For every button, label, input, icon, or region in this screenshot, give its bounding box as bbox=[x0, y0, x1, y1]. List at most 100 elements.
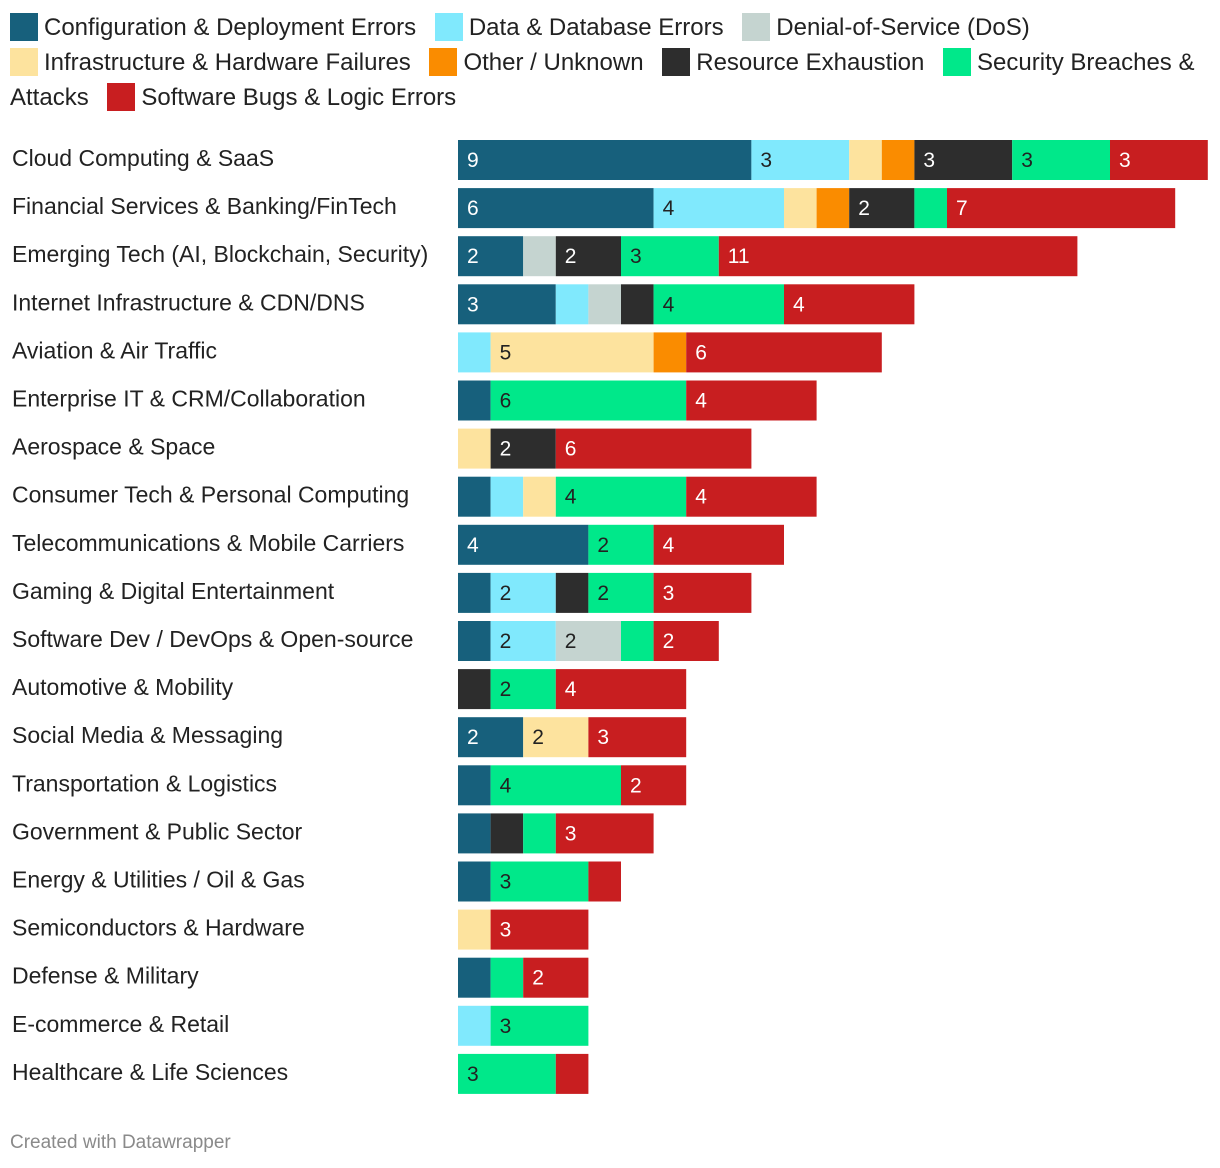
value-label: 3 bbox=[923, 149, 935, 172]
legend-item-denial-of-service-dos: Denial-of-Service (DoS) bbox=[742, 13, 1030, 41]
bar-segment-infrastructure-hardware-failures bbox=[784, 188, 817, 229]
bar-row-defense-military: Defense & Military 2 bbox=[12, 957, 589, 998]
bar-segment-infrastructure-hardware-failures bbox=[523, 476, 556, 517]
bar-segment-resource-exhaustion bbox=[621, 284, 654, 325]
bar-segment-software-bugs-logic-errors bbox=[555, 428, 752, 469]
bar-segment-software-bugs-logic-errors bbox=[686, 380, 817, 421]
value-label: 6 bbox=[695, 341, 707, 364]
legend-label: Resource Exhaustion bbox=[696, 49, 925, 76]
bar-segment-resource-exhaustion bbox=[490, 813, 524, 854]
category-label: Financial Services & Banking/FinTech bbox=[12, 193, 397, 219]
category-label: Internet Infrastructure & CDN/DNS bbox=[12, 289, 365, 315]
bar-segment-software-bugs-logic-errors bbox=[653, 572, 752, 613]
category-label: Software Dev / DevOps & Open-source bbox=[12, 626, 413, 652]
bar-row-automotive-mobility: Automotive & Mobility 2 4 bbox=[12, 669, 687, 710]
value-label: 2 bbox=[467, 245, 479, 268]
category-label: Semiconductors & Hardware bbox=[12, 915, 305, 941]
bar-row-aviation-air-traffic: Aviation & Air Traffic 5 6 bbox=[12, 332, 882, 373]
bar-row-telecommunications-mobile-carriers: Telecommunications & Mobile Carriers 4 2 4 bbox=[12, 524, 784, 565]
value-label: 3 bbox=[1119, 149, 1131, 172]
bar-segment-data-database-errors bbox=[490, 572, 556, 613]
bar-segment-resource-exhaustion bbox=[849, 188, 915, 229]
value-label: 4 bbox=[663, 197, 675, 220]
bar-segment-denial-of-service-dos bbox=[588, 284, 621, 325]
value-label: 2 bbox=[597, 582, 609, 605]
bar-segment-resource-exhaustion bbox=[490, 428, 556, 469]
legend-swatch bbox=[742, 13, 771, 41]
value-label: 2 bbox=[467, 726, 479, 749]
bar-segment-configuration-deployment-errors bbox=[458, 572, 491, 613]
bar-segment-security-breaches-attacks bbox=[490, 957, 524, 998]
bar-segment-resource-exhaustion bbox=[458, 669, 491, 710]
bar-segment-software-bugs-logic-errors bbox=[1110, 140, 1208, 180]
bar-segment-other-unknown bbox=[653, 332, 687, 373]
category-label: Aerospace & Space bbox=[12, 434, 215, 460]
footer-credit: Created with Datawrapper bbox=[10, 1132, 231, 1153]
legend-label: Denial-of-Service (DoS) bbox=[776, 14, 1030, 41]
category-label: Energy & Utilities / Oil & Gas bbox=[12, 867, 305, 893]
bar-segment-software-bugs-logic-errors bbox=[621, 765, 687, 806]
category-label: Automotive & Mobility bbox=[12, 674, 234, 700]
bar-row-energy-utilities-oil-gas: Energy & Utilities / Oil & Gas 3 bbox=[12, 861, 621, 902]
value-label: 4 bbox=[695, 486, 707, 509]
value-label: 4 bbox=[565, 678, 577, 701]
bar-segment-infrastructure-hardware-failures bbox=[849, 140, 882, 180]
legend-label: Data & Database Errors bbox=[468, 14, 724, 41]
legend-swatch bbox=[434, 13, 463, 41]
bar-segment-software-bugs-logic-errors bbox=[555, 669, 687, 710]
value-label: 2 bbox=[532, 967, 544, 990]
category-label: Consumer Tech & Personal Computing bbox=[12, 482, 409, 508]
value-label: 11 bbox=[728, 245, 750, 268]
bar-segment-software-bugs-logic-errors bbox=[718, 236, 1078, 277]
legend-item-other-unknown: Other / Unknown bbox=[429, 48, 644, 76]
legend-item-software-bugs-logic-errors: Software Bugs & Logic Errors bbox=[107, 83, 456, 111]
bar-row-emerging-tech-ai-blockchain-security: Emerging Tech (AI, Blockchain, Security)… bbox=[12, 236, 1078, 277]
legend-swatch bbox=[943, 48, 972, 76]
category-label: Transportation & Logistics bbox=[12, 770, 277, 796]
bar-segment-software-bugs-logic-errors bbox=[947, 188, 1176, 229]
value-label: 2 bbox=[565, 630, 577, 653]
bar-segment-security-breaches-attacks bbox=[523, 813, 556, 854]
bar-segment-software-bugs-logic-errors bbox=[653, 621, 719, 661]
bar-segment-software-bugs-logic-errors bbox=[523, 957, 589, 998]
bar-segment-data-database-errors bbox=[458, 332, 491, 373]
value-label: 2 bbox=[500, 678, 512, 701]
bar-segment-software-bugs-logic-errors bbox=[686, 332, 882, 373]
value-label: 7 bbox=[956, 197, 968, 220]
bar-segment-resource-exhaustion bbox=[555, 572, 589, 613]
value-label: 2 bbox=[597, 534, 609, 557]
value-label: 3 bbox=[467, 1063, 479, 1086]
bar-row-semiconductors-hardware: Semiconductors & Hardware 3 bbox=[12, 909, 589, 950]
bar-segment-configuration-deployment-errors bbox=[458, 861, 491, 902]
legend-item-infrastructure-hardware-failures: Infrastructure & Hardware Failures bbox=[10, 48, 411, 76]
value-label: 4 bbox=[565, 486, 577, 509]
bar-segment-security-breaches-attacks bbox=[914, 188, 947, 229]
category-label: Emerging Tech (AI, Blockchain, Security) bbox=[12, 241, 428, 267]
value-label: 2 bbox=[858, 197, 870, 220]
value-label: 2 bbox=[500, 582, 512, 605]
bar-segment-security-breaches-attacks bbox=[653, 284, 784, 325]
bar-segment-configuration-deployment-errors bbox=[458, 476, 491, 517]
bar-segment-infrastructure-hardware-failures bbox=[458, 428, 491, 469]
value-label: 6 bbox=[565, 438, 577, 461]
bar-segment-software-bugs-logic-errors bbox=[588, 861, 621, 902]
bar-segment-infrastructure-hardware-failures bbox=[490, 332, 654, 373]
legend-label: Security Breaches & Attacks bbox=[10, 49, 1195, 111]
value-label: 3 bbox=[760, 149, 772, 172]
bar-row-enterprise-it-crm-collaboration: Enterprise IT & CRM/Collaboration 6 4 bbox=[12, 380, 817, 421]
bar-segment-configuration-deployment-errors bbox=[458, 380, 491, 421]
value-label: 3 bbox=[1021, 149, 1033, 172]
category-label: Government & Public Sector bbox=[12, 818, 303, 844]
legend-swatch bbox=[662, 48, 691, 76]
value-label: 2 bbox=[500, 630, 512, 653]
bar-segment-security-breaches-attacks bbox=[555, 476, 687, 517]
value-label: 4 bbox=[467, 534, 479, 557]
value-label: 6 bbox=[500, 390, 512, 413]
bar-segment-configuration-deployment-errors bbox=[458, 236, 524, 277]
bar-segment-data-database-errors bbox=[653, 188, 784, 229]
category-label: Cloud Computing & SaaS bbox=[12, 145, 274, 171]
bar-segment-configuration-deployment-errors bbox=[458, 524, 589, 565]
category-label: Healthcare & Life Sciences bbox=[12, 1059, 288, 1085]
bar-row-financial-services-banking-fintech: Financial Services & Banking/FinTech 6 4 2 7 bbox=[12, 188, 1176, 229]
bar-segment-security-breaches-attacks bbox=[458, 1053, 556, 1094]
